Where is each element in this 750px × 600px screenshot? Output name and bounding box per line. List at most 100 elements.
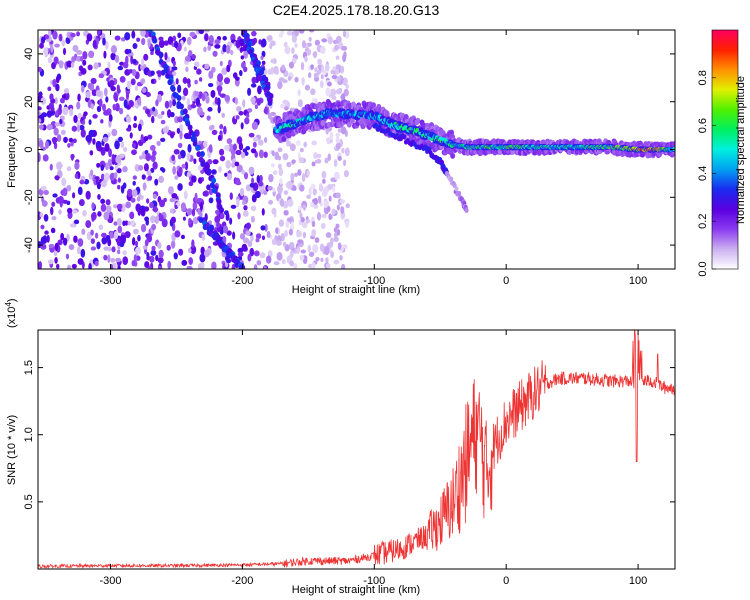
- heatmap-cell: [88, 262, 92, 269]
- heatmap-cell: [280, 103, 285, 109]
- heatmap-cell: [323, 200, 329, 209]
- heatmap-cell: [52, 193, 58, 198]
- heatmap-cell: [100, 119, 104, 124]
- heatmap-cell: [54, 242, 59, 252]
- heatmap-cell: [293, 262, 298, 269]
- heatmap-cell: [68, 137, 74, 143]
- heatmap-cell: [261, 60, 266, 65]
- heatmap-cell: [131, 68, 137, 77]
- heatmap-cell: [157, 265, 163, 269]
- heatmap-cell: [196, 151, 202, 158]
- heatmap-cell: [255, 237, 260, 243]
- heatmap-cell: [245, 222, 252, 230]
- heatmap-cell: [98, 73, 105, 79]
- heatmap-cell: [38, 153, 41, 162]
- heatmap-cell: [331, 95, 337, 101]
- heatmap-cell: [226, 258, 232, 264]
- heatmap-cell: [117, 249, 121, 255]
- heatmap-cell: [325, 87, 331, 97]
- heatmap-cell: [270, 163, 275, 168]
- heatmap-cell: [226, 173, 233, 181]
- heatmap-cell: [210, 124, 215, 130]
- heatmap-cell: [313, 197, 318, 206]
- heatmap-cell: [105, 40, 109, 50]
- heatmap-cell: [122, 165, 128, 173]
- heatmap-cell: [85, 190, 91, 200]
- heatmap-cell: [239, 233, 246, 240]
- heatmap-cell: [85, 91, 91, 99]
- heatmap-cell: [109, 79, 115, 87]
- heatmap-cell: [76, 124, 81, 133]
- heatmap-cell: [324, 63, 330, 72]
- heatmap-cell: [54, 175, 60, 181]
- heatmap-cell: [201, 94, 206, 102]
- heatmap-cell: [150, 78, 155, 84]
- heatmap-cell: [191, 131, 197, 138]
- heatmap-cell: [267, 97, 273, 104]
- heatmap-cell: [317, 58, 323, 65]
- heatmap-cell: [47, 30, 52, 37]
- heatmap-cell: [330, 250, 335, 258]
- heatmap-cell: [140, 223, 147, 233]
- heatmap-cell: [314, 39, 321, 46]
- heatmap-cell: [140, 208, 146, 217]
- heatmap-cell: [110, 52, 116, 61]
- heatmap-cell: [273, 65, 279, 75]
- heatmap-cell: [258, 149, 264, 159]
- heatmap-cell: [147, 134, 153, 140]
- heatmap-cell: [308, 187, 312, 196]
- heatmap-cell: [108, 148, 112, 158]
- heatmap-cell: [217, 87, 222, 96]
- heatmap-cell: [312, 244, 319, 254]
- heatmap-cell: [94, 232, 99, 239]
- heatmap-cell: [177, 183, 183, 191]
- heatmap-cell: [186, 265, 193, 269]
- heatmap-cell: [183, 190, 188, 200]
- heatmap-cell: [237, 247, 244, 254]
- heatmap-cell: [239, 187, 245, 197]
- heatmap-cell: [298, 205, 303, 211]
- heatmap-cell: [296, 230, 302, 238]
- heatmap-cell: [199, 202, 204, 211]
- heatmap-cell: [277, 147, 283, 153]
- heatmap-cell: [280, 30, 284, 36]
- heatmap-cell: [267, 186, 274, 191]
- heatmap-cell: [112, 104, 116, 111]
- heatmap-cell: [150, 154, 156, 163]
- heatmap-cell: [69, 223, 75, 228]
- heatmap-cell: [90, 229, 94, 236]
- heatmap-cell: [173, 252, 178, 260]
- heatmap-cell: [402, 134, 407, 140]
- heatmap-cell: [200, 160, 206, 167]
- heatmap-cell: [256, 260, 262, 266]
- heatmap-cell: [321, 170, 327, 179]
- heatmap-cell: [186, 78, 191, 85]
- heatmap-cell: [286, 180, 293, 190]
- heatmap-cell: [199, 111, 205, 116]
- heatmap-cell: [272, 170, 278, 176]
- heatmap-cell: [335, 142, 341, 150]
- heatmap-cell: [304, 84, 311, 91]
- heatmap-cell: [146, 198, 150, 204]
- heatmap-cell: [278, 167, 284, 177]
- heatmap-cell: [204, 63, 210, 69]
- heatmap-cell: [44, 230, 49, 235]
- heatmap-cell: [250, 205, 257, 212]
- heatmap-cell: [316, 211, 322, 221]
- heatmap-cell: [90, 103, 95, 110]
- heatmap-cell: [314, 67, 318, 73]
- heatmap-cell: [313, 72, 319, 79]
- heatmap-cell: [341, 263, 346, 269]
- heatmap-cell: [81, 120, 86, 125]
- heatmap-cell: [226, 138, 233, 145]
- heatmap-cell: [116, 203, 123, 210]
- heatmap-cell: [337, 75, 342, 82]
- heatmap-cell: [331, 74, 338, 80]
- heatmap-cell: [173, 148, 180, 155]
- heatmap-cell: [247, 240, 253, 248]
- heatmap-cell: [216, 198, 222, 205]
- heatmap-cell: [336, 228, 341, 236]
- heatmap-cell: [293, 185, 297, 191]
- heatmap-cell: [207, 106, 213, 112]
- heatmap-cell: [194, 192, 198, 202]
